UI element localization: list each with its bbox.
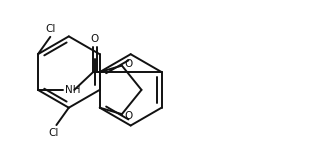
Text: Cl: Cl	[45, 24, 55, 34]
Text: Cl: Cl	[49, 128, 59, 138]
Text: O: O	[125, 111, 133, 121]
Text: O: O	[125, 59, 133, 69]
Text: O: O	[91, 34, 99, 44]
Text: NH: NH	[65, 85, 81, 95]
